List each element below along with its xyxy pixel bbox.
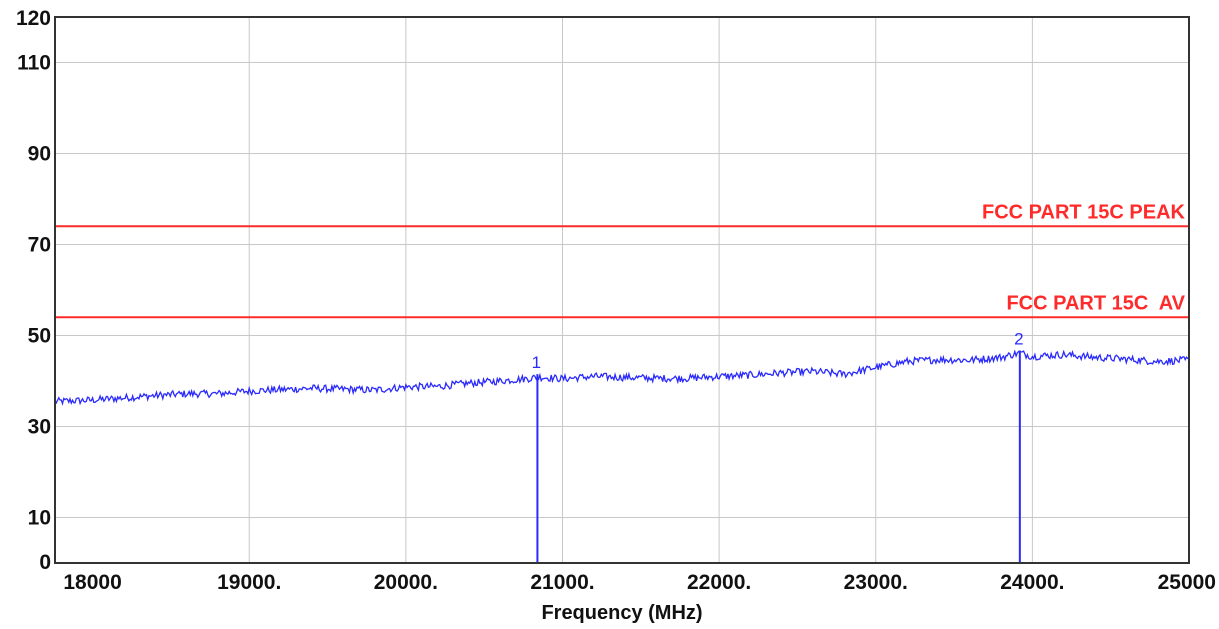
x-tick-label: 21000. (530, 571, 594, 594)
x-tick-label: 22000. (687, 571, 751, 594)
y-tick-label: 10 (28, 507, 51, 530)
measurement-trace (54, 349, 1190, 406)
plot-background (55, 17, 1189, 563)
x-axis-ticks: 18000 19000. 20000. 21000. 22000. 23000. 24000… (63, 571, 1216, 594)
x-tick-label: 19000. (217, 571, 281, 594)
x-tick-label: 23000. (844, 571, 908, 594)
grid-lines (55, 17, 1189, 563)
limit-line-label: FCC PART 15C PEAK (982, 201, 1186, 223)
y-tick-label: 0 (39, 551, 51, 574)
y-tick-label: 110 (17, 52, 51, 75)
y-tick-label: 30 (28, 416, 51, 439)
y-axis-ticks: 0 10 30 50 70 90 110 120 (16, 7, 51, 574)
x-tick-label: 24000. (1000, 571, 1064, 594)
y-tick-label: 120 (16, 7, 51, 30)
limit-lines: FCC PART 15C PEAK FCC PART 15C AV (55, 201, 1189, 319)
y-tick-label: 90 (28, 143, 51, 166)
markers: 12 (532, 330, 1024, 563)
x-axis-label: Frequency (MHz) (541, 602, 702, 624)
x-tick-label: 18000 (63, 571, 121, 594)
x-tick-label: 20000. (374, 571, 438, 594)
trace-line (54, 349, 1190, 406)
y-tick-label: 50 (28, 325, 51, 348)
limit-line-label: FCC PART 15C AV (1006, 292, 1185, 314)
y-tick-label: 70 (28, 234, 51, 257)
x-tick-label: 25000 (1158, 571, 1216, 594)
marker-label: 1 (532, 353, 541, 372)
plot-frame (54, 16, 1190, 564)
marker-label: 2 (1014, 330, 1023, 349)
